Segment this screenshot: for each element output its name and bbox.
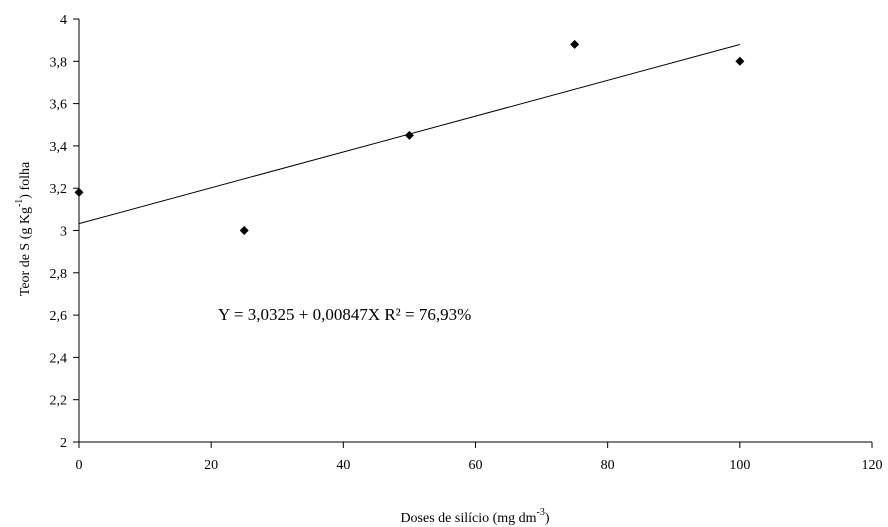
x-tick-label: 100 <box>729 458 750 473</box>
y-tick-label: 2,6 <box>50 309 68 324</box>
x-tick-label: 40 <box>336 458 350 473</box>
data-point <box>570 39 580 49</box>
x-tick-label: 20 <box>204 458 218 473</box>
y-axis-title-end: ) folha <box>18 161 33 199</box>
data-points <box>74 39 745 235</box>
y-tick-label: 3,2 <box>50 182 68 197</box>
y-axis-title: Teor de S (g Kg-1) folha <box>14 161 33 296</box>
y-tick-label: 2,4 <box>50 351 68 366</box>
y-tick-label: 3,4 <box>50 140 68 155</box>
regression-equation: Y = 3,0325 + 0,00847X R² = 76,93% <box>218 305 471 324</box>
x-axis-title-main: Doses de silício (mg dm <box>400 511 536 526</box>
y-tick-label: 3,8 <box>50 55 68 70</box>
data-point <box>404 130 414 140</box>
y-axis-title-main: Teor de S (g Kg <box>18 207 33 296</box>
data-point <box>735 56 745 66</box>
y-tick-label: 4 <box>60 13 67 28</box>
x-axis-title: Doses de silício (mg dm-3) <box>400 507 549 526</box>
axes <box>78 19 872 443</box>
y-tick-label: 2 <box>60 436 67 451</box>
y-tick-label: 3,6 <box>50 98 68 113</box>
x-axis-title-superscript: -3 <box>537 507 545 518</box>
data-point <box>74 187 84 197</box>
y-axis-title-superscript: -1 <box>14 199 25 207</box>
y-tick-label: 2,2 <box>50 394 68 409</box>
data-point <box>239 226 249 235</box>
x-tick-label: 0 <box>76 458 83 473</box>
y-tick-label: 3 <box>60 225 67 240</box>
x-tick-label: 80 <box>601 458 615 473</box>
ticks: 22,22,42,62,833,23,43,63,840 20 40 60 80 100 1… <box>50 13 883 473</box>
x-tick-label: 60 <box>469 458 483 473</box>
x-tick-label: 120 <box>862 458 883 473</box>
x-axis-title-end: ) <box>545 511 550 526</box>
y-tick-label: 2,8 <box>50 267 68 282</box>
